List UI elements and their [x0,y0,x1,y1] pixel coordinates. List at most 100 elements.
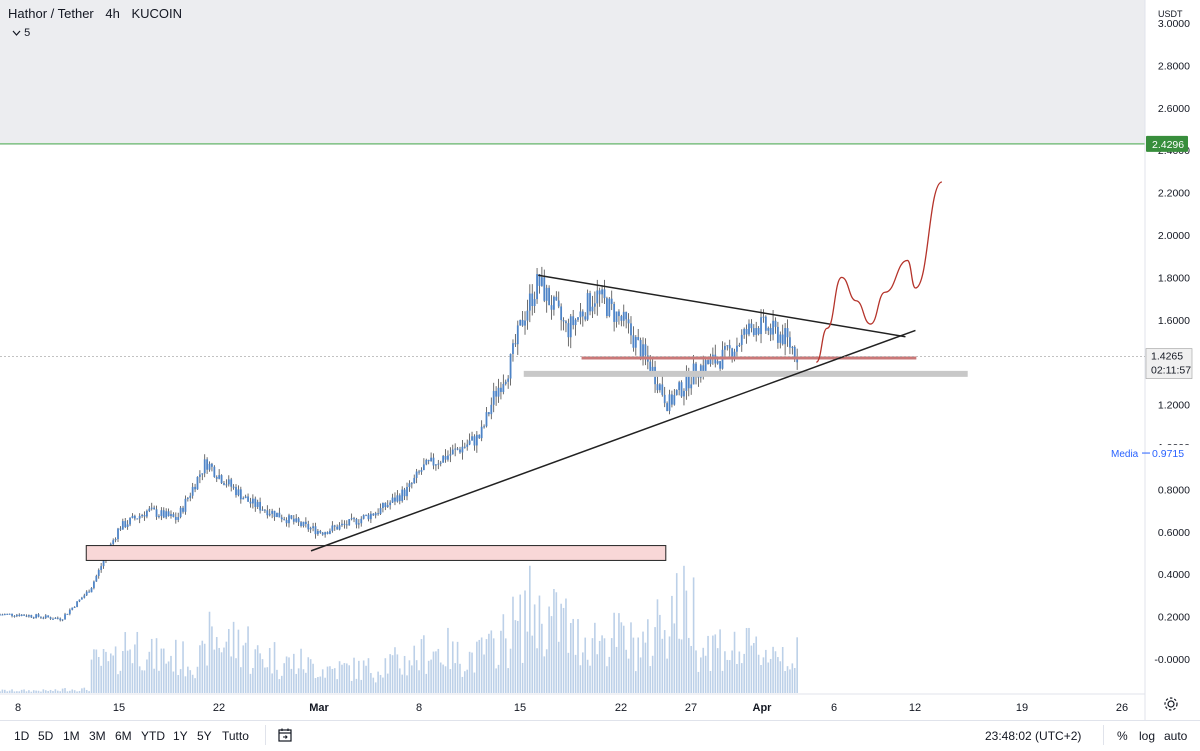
volume-bar [430,659,432,693]
volume-bar [336,679,338,693]
bottom-toolbar: 1D 5D 1M 3M 6M YTD 1Y 5Y Tutto 23:48:02 … [0,720,1200,751]
volume-bar [167,661,170,693]
currency-label: USDT [1158,9,1183,19]
volume-bar [288,657,290,693]
candle-body [490,404,493,415]
volume-bar [283,663,285,693]
price-chart[interactable]: USDT3.00002.80002.60002.40002.20002.0000… [0,0,1200,720]
candle-body [651,366,654,374]
volume-bar [355,678,358,693]
timeframe-3m[interactable]: 3M [89,729,106,743]
candle-body [461,446,464,453]
volume-bar [143,670,146,693]
candle-body [59,618,62,621]
drawing-tools[interactable] [0,143,1145,561]
volume-bar [666,658,668,693]
clock-readout[interactable]: 23:48:02 (UTC+2) [985,729,1082,743]
symbol-header[interactable]: Hathor / Tether 4h KUCOIN [8,6,190,21]
timeframe-1m[interactable]: 1M [63,729,80,743]
volume-bar [695,650,697,693]
volume-bar [379,674,382,693]
volume-bar [700,657,702,693]
symbol-interval[interactable]: 4h [105,6,120,21]
volume-bar [529,565,531,693]
time-axis[interactable]: 8 15 22 Mar 8 15 22 27 Apr 6 12 19 26 [0,693,1145,714]
candle-body [521,319,524,326]
volume-bar [625,649,627,693]
candle-body [369,513,372,520]
volume-bar [206,665,208,693]
volume-bar [721,670,724,693]
volume-bar [545,649,548,693]
volume-bar [396,654,399,693]
candle-body [148,508,151,511]
volume-bar [572,618,574,693]
candle-body [136,518,139,520]
volume-bar [153,668,155,693]
candle-body [615,311,618,322]
candle-body [203,459,206,474]
timeframe-6m[interactable]: 6M [115,729,132,743]
volume-bar [264,667,266,693]
candle-body [112,540,115,545]
symbol-name[interactable]: Hathor / Tether [8,6,94,21]
candle-body [403,489,406,497]
candle-body [66,613,69,615]
volume-bar [273,642,276,693]
timeframe-all[interactable]: Tutto [222,729,249,743]
candle-body [516,325,519,345]
candle-body [415,471,418,478]
indicator-toggle[interactable]: 5 [12,27,30,39]
log-toggle[interactable]: log [1139,729,1156,743]
candle-body [430,457,432,462]
volume-bar [49,689,52,693]
candle-body [285,519,288,524]
toolbar-separator [1103,725,1104,745]
volume-bar [350,680,353,693]
candle-body [620,316,623,321]
volume-bar [119,670,122,693]
price-tick-label: 3.0000 [1158,18,1190,30]
volume-bar [230,656,232,693]
candle-body [172,514,175,517]
time-tick-label: 22 [213,702,225,714]
volume-bar [516,620,519,693]
candle-body [198,474,201,477]
volume-bar [52,690,54,693]
candle-body [733,351,736,359]
timeframe-1d[interactable]: 1D [14,729,30,743]
candle-body [54,617,57,619]
volume-bar [78,690,81,693]
candle-body [386,505,389,508]
volume-bar [20,689,23,693]
volume-bar [76,691,78,693]
candle-body [627,319,630,324]
volume-bar [728,660,731,693]
volume-bar [606,666,608,693]
volume-bar [175,639,177,693]
candle-body [37,614,40,617]
date-range-icon[interactable] [278,728,292,742]
candle-body [232,486,235,488]
volume-bar [141,670,143,693]
candle-body [32,617,35,619]
candle-body [507,378,510,382]
volume-bars [0,565,798,693]
candle-body [367,514,370,520]
gear-icon[interactable] [1163,696,1179,712]
timeframe-ytd[interactable]: YTD [141,729,165,743]
timeframe-5d[interactable]: 5D [38,729,54,743]
volume-bar [0,691,1,693]
timeframe-1y[interactable]: 1Y [173,729,188,743]
price-axis[interactable]: USDT3.00002.80002.60002.40002.20002.0000… [1154,9,1190,666]
volume-bar [40,691,42,693]
volume-bar [738,651,741,693]
auto-toggle[interactable]: auto [1164,729,1188,743]
candle-body [757,327,760,335]
chevron-down-icon[interactable] [12,29,21,37]
volume-bar [654,627,656,693]
percent-toggle[interactable]: % [1117,729,1128,743]
candle-body [374,513,377,516]
candle-body [514,343,517,345]
timeframe-5y[interactable]: 5Y [197,729,212,743]
